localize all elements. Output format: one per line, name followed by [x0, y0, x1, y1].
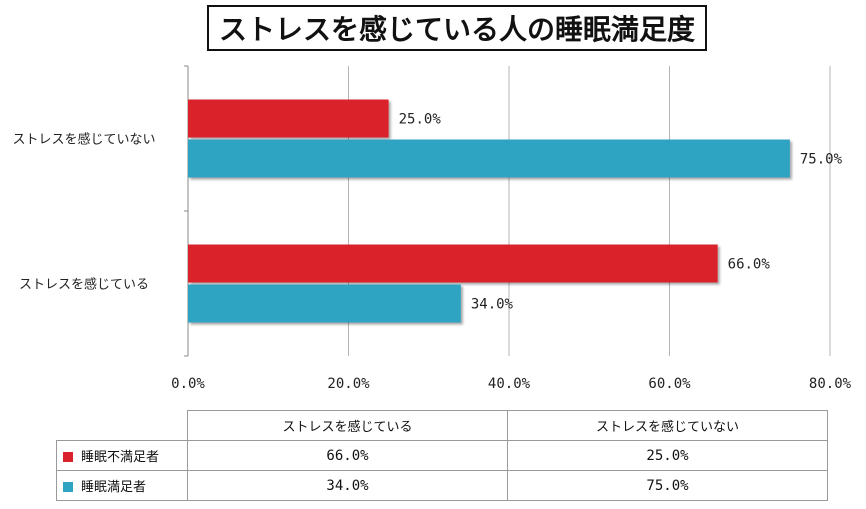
- legend-label: 睡眠満足者: [81, 480, 147, 495]
- table-column-header: ストレスを感じている: [187, 410, 508, 441]
- chart-title: ストレスを感じている人の睡眠満足度: [207, 5, 707, 51]
- legend-swatch-unsatisfied: [63, 452, 73, 462]
- x-tick-label: 80.0%: [809, 376, 852, 392]
- table-row-header: 睡眠満足者: [56, 470, 188, 501]
- x-tick-label: 40.0%: [488, 376, 531, 392]
- table-row: 睡眠満足者 34.0% 75.0%: [56, 470, 828, 501]
- data-table: ストレスを感じている ストレスを感じていない 睡眠不満足者 66.0% 25.0…: [56, 410, 828, 501]
- table-cell: 25.0%: [507, 440, 828, 471]
- table-row-header: 睡眠不満足者: [56, 440, 188, 471]
- bar: [188, 284, 461, 323]
- bar: [188, 244, 718, 283]
- data-label: 66.0%: [728, 257, 771, 273]
- data-label: 25.0%: [399, 112, 442, 128]
- data-label: 75.0%: [800, 152, 843, 168]
- table-cell: 34.0%: [187, 470, 508, 501]
- legend-swatch-satisfied: [63, 482, 73, 492]
- table-row: 睡眠不満足者 66.0% 25.0%: [56, 440, 828, 471]
- legend-label: 睡眠不満足者: [81, 450, 160, 465]
- category-label: ストレスを感じている: [19, 277, 149, 293]
- x-tick-label: 0.0%: [171, 376, 205, 392]
- table-cell: 66.0%: [187, 440, 508, 471]
- table-header-row: ストレスを感じている ストレスを感じていない: [56, 410, 828, 441]
- bar: [188, 99, 389, 138]
- x-tick-label: 20.0%: [327, 376, 370, 392]
- bar-chart: 0.0% 20.0% 40.0% 60.0% 80.0% ストレスを感じていない 25.0%…: [12, 65, 852, 392]
- table-column-header: ストレスを感じていない: [507, 410, 828, 441]
- bar: [188, 139, 790, 178]
- data-label: 34.0%: [471, 297, 514, 313]
- category-label: ストレスを感じていない: [12, 132, 155, 148]
- table-cell: 75.0%: [507, 470, 828, 501]
- table-corner-cell: [56, 410, 188, 441]
- x-tick-label: 60.0%: [648, 376, 691, 392]
